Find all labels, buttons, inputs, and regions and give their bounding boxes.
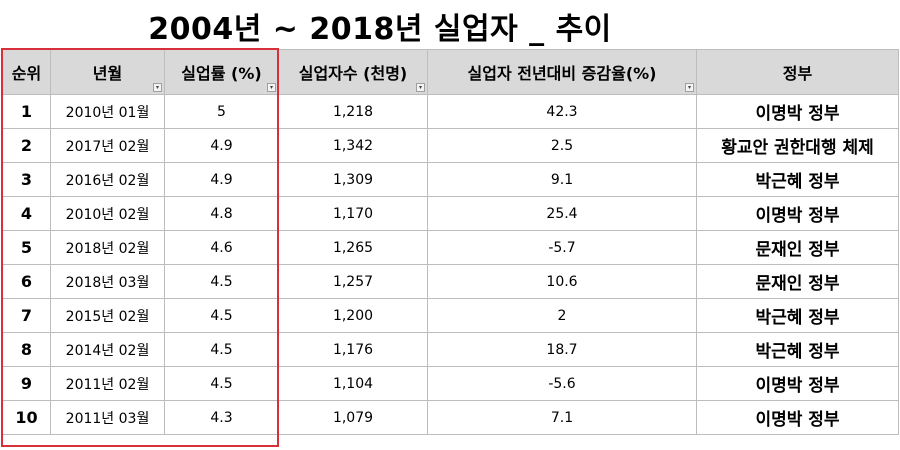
cell-unemp-rate[interactable]: 4.5 bbox=[164, 366, 279, 401]
cell-unemp-rate[interactable]: 4.5 bbox=[164, 264, 279, 299]
table-row: 10 2011년 03월 4.3 1,079 7.1 이명박 정부 bbox=[2, 400, 899, 435]
cell-year-month[interactable]: 2015년 02월 bbox=[50, 298, 165, 333]
cell-change[interactable]: 2.5 bbox=[427, 128, 697, 163]
cell-government[interactable]: 이명박 정부 bbox=[696, 94, 899, 129]
cell-rank[interactable]: 4 bbox=[2, 196, 51, 231]
header-rank: 순위 bbox=[2, 49, 51, 95]
cell-rank[interactable]: 6 bbox=[2, 264, 51, 299]
cell-unemp-rate[interactable]: 5 bbox=[164, 94, 279, 129]
cell-change[interactable]: 7.1 bbox=[427, 400, 697, 435]
cell-change[interactable]: 25.4 bbox=[427, 196, 697, 231]
cell-unemp-count[interactable]: 1,079 bbox=[278, 400, 428, 435]
cell-year-month[interactable]: 2018년 02월 bbox=[50, 230, 165, 265]
header-row: 순위 년월 ▾ 실업률 (%) ▾ 실업자수 (천명) ▾ 실업자 전년대비 증감율(… bbox=[2, 49, 899, 95]
cell-year-month[interactable]: 2010년 02월 bbox=[50, 196, 165, 231]
table-row: 5 2018년 02월 4.6 1,265 -5.7 문재인 정부 bbox=[2, 230, 899, 265]
cell-unemp-count[interactable]: 1,218 bbox=[278, 94, 428, 129]
cell-government[interactable]: 박근혜 정부 bbox=[696, 332, 899, 367]
table-row: 4 2010년 02월 4.8 1,170 25.4 이명박 정부 bbox=[2, 196, 899, 231]
header-unemp-rate[interactable]: 실업률 (%) ▾ bbox=[164, 49, 279, 95]
cell-unemp-rate[interactable]: 4.5 bbox=[164, 332, 279, 367]
cell-unemp-count[interactable]: 1,257 bbox=[278, 264, 428, 299]
cell-unemp-count[interactable]: 1,342 bbox=[278, 128, 428, 163]
filter-dropdown-icon[interactable]: ▾ bbox=[416, 83, 425, 92]
page-title: 2004년 ~ 2018년 실업자 _ 추이 bbox=[148, 12, 612, 47]
cell-change[interactable]: 9.1 bbox=[427, 162, 697, 197]
cell-rank[interactable]: 7 bbox=[2, 298, 51, 333]
header-year-month[interactable]: 년월 ▾ bbox=[50, 49, 165, 95]
header-government: 정부 bbox=[696, 49, 899, 95]
cell-government[interactable]: 문재인 정부 bbox=[696, 230, 899, 265]
cell-change[interactable]: 10.6 bbox=[427, 264, 697, 299]
unemployment-table: 순위 년월 ▾ 실업률 (%) ▾ 실업자수 (천명) ▾ 실업자 전년대비 증감율(… bbox=[2, 49, 899, 435]
table-row: 7 2015년 02월 4.5 1,200 2 박근혜 정부 bbox=[2, 298, 899, 333]
cell-change[interactable]: 42.3 bbox=[427, 94, 697, 129]
cell-government[interactable]: 이명박 정부 bbox=[696, 196, 899, 231]
cell-unemp-count[interactable]: 1,176 bbox=[278, 332, 428, 367]
cell-rank[interactable]: 1 bbox=[2, 94, 51, 129]
cell-change[interactable]: 2 bbox=[427, 298, 697, 333]
table-row: 3 2016년 02월 4.9 1,309 9.1 박근혜 정부 bbox=[2, 162, 899, 197]
cell-change[interactable]: -5.6 bbox=[427, 366, 697, 401]
cell-year-month[interactable]: 2018년 03월 bbox=[50, 264, 165, 299]
cell-year-month[interactable]: 2014년 02월 bbox=[50, 332, 165, 367]
sort-filter-icon[interactable]: ▾ bbox=[267, 83, 276, 92]
cell-change[interactable]: -5.7 bbox=[427, 230, 697, 265]
table-row: 9 2011년 02월 4.5 1,104 -5.6 이명박 정부 bbox=[2, 366, 899, 401]
cell-rank[interactable]: 9 bbox=[2, 366, 51, 401]
cell-government[interactable]: 문재인 정부 bbox=[696, 264, 899, 299]
cell-unemp-count[interactable]: 1,104 bbox=[278, 366, 428, 401]
cell-government[interactable]: 박근혜 정부 bbox=[696, 298, 899, 333]
cell-unemp-rate[interactable]: 4.9 bbox=[164, 128, 279, 163]
cell-government[interactable]: 황교안 권한대행 체제 bbox=[696, 128, 899, 163]
cell-government[interactable]: 박근혜 정부 bbox=[696, 162, 899, 197]
cell-year-month[interactable]: 2011년 02월 bbox=[50, 366, 165, 401]
cell-rank[interactable]: 10 bbox=[2, 400, 51, 435]
cell-unemp-rate[interactable]: 4.6 bbox=[164, 230, 279, 265]
cell-year-month[interactable]: 2017년 02월 bbox=[50, 128, 165, 163]
header-change[interactable]: 실업자 전년대비 증감율(%) ▾ bbox=[427, 49, 697, 95]
table-row: 1 2010년 01월 5 1,218 42.3 이명박 정부 bbox=[2, 94, 899, 129]
cell-rank[interactable]: 5 bbox=[2, 230, 51, 265]
sort-filter-icon[interactable]: ▾ bbox=[153, 83, 162, 92]
cell-year-month[interactable]: 2016년 02월 bbox=[50, 162, 165, 197]
cell-change[interactable]: 18.7 bbox=[427, 332, 697, 367]
cell-unemp-rate[interactable]: 4.8 bbox=[164, 196, 279, 231]
cell-rank[interactable]: 3 bbox=[2, 162, 51, 197]
cell-unemp-count[interactable]: 1,265 bbox=[278, 230, 428, 265]
cell-unemp-rate[interactable]: 4.3 bbox=[164, 400, 279, 435]
cell-unemp-count[interactable]: 1,200 bbox=[278, 298, 428, 333]
header-unemp-count[interactable]: 실업자수 (천명) ▾ bbox=[278, 49, 428, 95]
table-row: 2 2017년 02월 4.9 1,342 2.5 황교안 권한대행 체제 bbox=[2, 128, 899, 163]
cell-rank[interactable]: 2 bbox=[2, 128, 51, 163]
table-row: 6 2018년 03월 4.5 1,257 10.6 문재인 정부 bbox=[2, 264, 899, 299]
cell-unemp-rate[interactable]: 4.9 bbox=[164, 162, 279, 197]
cell-unemp-count[interactable]: 1,309 bbox=[278, 162, 428, 197]
cell-government[interactable]: 이명박 정부 bbox=[696, 400, 899, 435]
cell-rank[interactable]: 8 bbox=[2, 332, 51, 367]
cell-year-month[interactable]: 2010년 01월 bbox=[50, 94, 165, 129]
cell-unemp-rate[interactable]: 4.5 bbox=[164, 298, 279, 333]
cell-government[interactable]: 이명박 정부 bbox=[696, 366, 899, 401]
cell-year-month[interactable]: 2011년 03월 bbox=[50, 400, 165, 435]
cell-unemp-count[interactable]: 1,170 bbox=[278, 196, 428, 231]
table-row: 8 2014년 02월 4.5 1,176 18.7 박근혜 정부 bbox=[2, 332, 899, 367]
filter-dropdown-icon[interactable]: ▾ bbox=[685, 83, 694, 92]
